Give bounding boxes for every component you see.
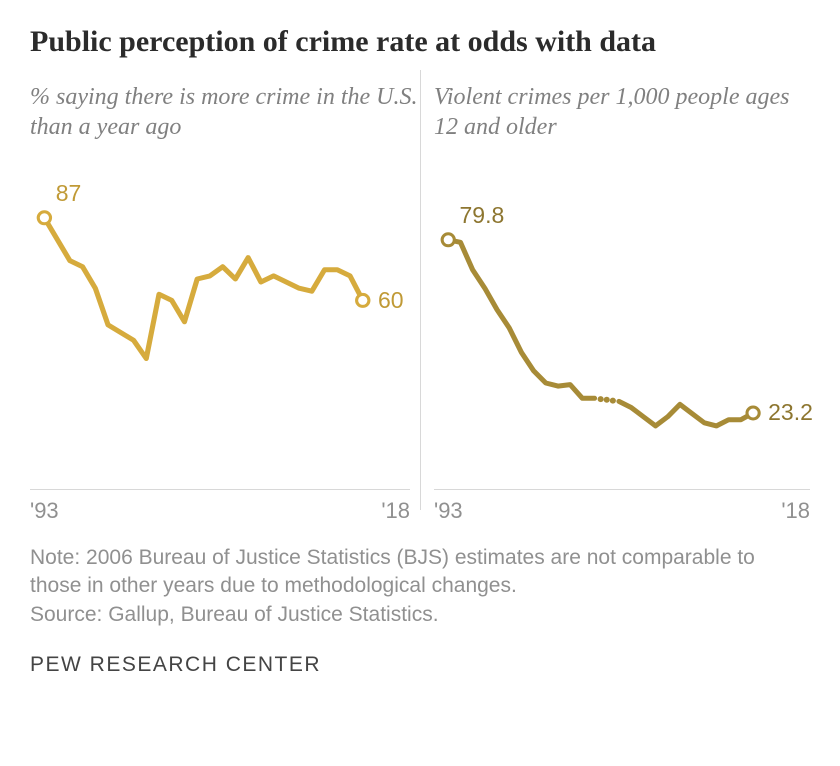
chart-right-axis xyxy=(434,489,810,490)
source-text: Source: Gallup, Bureau of Justice Statis… xyxy=(30,601,810,629)
chart-right: 79.8 23.2 '93 '18 xyxy=(420,150,810,530)
chart-left-svg xyxy=(30,150,410,490)
chart-left-xstart: '93 xyxy=(30,498,59,524)
end-marker xyxy=(38,212,50,224)
chart-left-axis xyxy=(30,489,410,490)
chart-right-xlabels: '93 '18 xyxy=(434,498,810,524)
chart-left-xend: '18 xyxy=(381,498,410,524)
notes-block: Note: 2006 Bureau of Justice Statistics … xyxy=(30,544,810,629)
footer-brand: PEW RESEARCH CENTER xyxy=(30,653,810,677)
point-label: 60 xyxy=(378,287,404,314)
subtitle-right: Violent crimes per 1,000 people ages 12 … xyxy=(420,82,810,142)
end-marker xyxy=(357,294,369,306)
end-marker xyxy=(442,234,454,246)
note-text: Note: 2006 Bureau of Justice Statistics … xyxy=(30,544,810,601)
end-marker xyxy=(747,407,759,419)
gap-dot xyxy=(610,398,616,404)
chart-left: 87 60 '93 '18 xyxy=(30,150,420,530)
chart-title: Public perception of crime rate at odds … xyxy=(30,24,810,60)
point-label: 87 xyxy=(56,180,82,207)
gap-dot xyxy=(598,396,604,402)
point-label: 23.2 xyxy=(768,399,813,426)
series-line xyxy=(448,240,594,398)
series-line xyxy=(44,218,362,359)
point-label: 79.8 xyxy=(460,202,505,229)
subtitle-left: % saying there is more crime in the U.S.… xyxy=(30,82,420,142)
gap-dot xyxy=(604,397,610,403)
series-line xyxy=(619,401,753,426)
chart-right-plot: 79.8 23.2 xyxy=(434,150,810,490)
chart-left-plot: 87 60 xyxy=(30,150,410,490)
chart-right-xstart: '93 xyxy=(434,498,463,524)
charts-row: 87 60 '93 '18 79.8 23.2 '93 '18 xyxy=(30,150,810,530)
chart-right-svg xyxy=(434,150,810,490)
chart-right-xend: '18 xyxy=(781,498,810,524)
chart-left-xlabels: '93 '18 xyxy=(30,498,410,524)
